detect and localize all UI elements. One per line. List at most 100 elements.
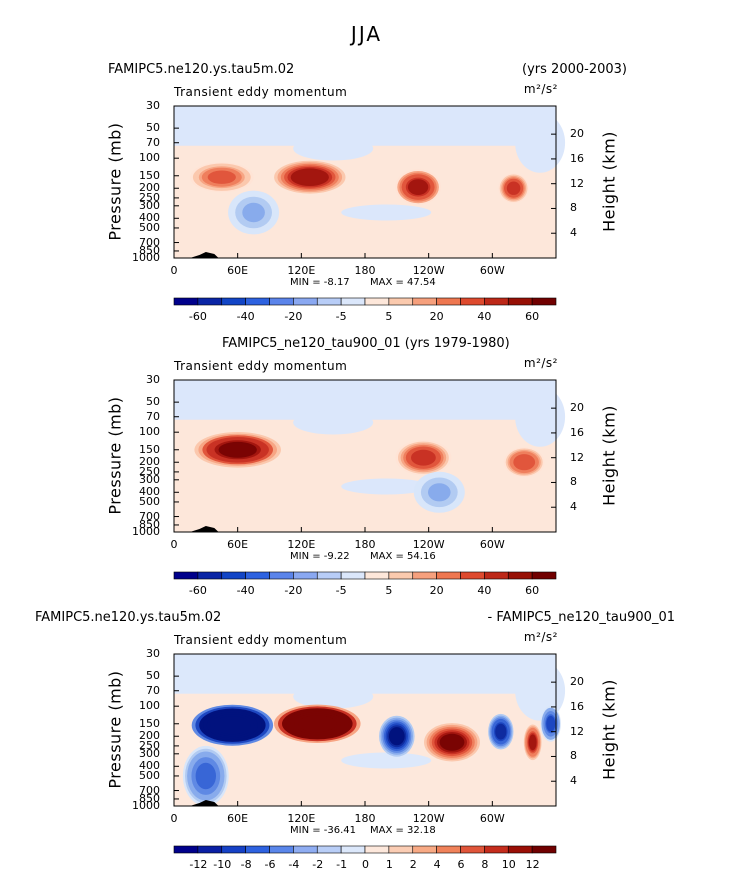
y-axis-label: Pressure (mb): [105, 122, 125, 241]
field-region: [515, 386, 566, 447]
lon-tick-label: 120W: [412, 264, 445, 277]
colorbar-swatch: [173, 571, 199, 580]
lon-tick-label: 180: [354, 538, 376, 551]
pressure-tick-label: 150: [139, 442, 160, 456]
pressure-tick-label: 200: [139, 729, 160, 743]
pressure-tick-label: 30: [146, 99, 160, 112]
panel-subtitle: Transient eddy momentum: [174, 85, 348, 99]
colorbar-swatch: [436, 297, 461, 306]
colorbar-swatch: [269, 297, 294, 306]
pressure-tick-label: 150: [139, 168, 160, 182]
topography: [189, 800, 219, 806]
pressure-tick-label: 300: [139, 198, 160, 212]
height-tick-label: 4: [570, 226, 577, 240]
colorbar-swatch: [269, 845, 294, 854]
contour-feature: [506, 181, 521, 195]
panel-title-left: FAMIPC5.ne120.ys.tau5m.02: [35, 610, 222, 625]
height-tick-label: 16: [570, 425, 584, 439]
height-tick-label: 4: [570, 774, 577, 788]
colorbar-label: -2: [312, 858, 324, 871]
field-upper-band: [174, 654, 556, 694]
panel-subtitle: Transient eddy momentum: [174, 633, 348, 647]
colorbar-label: 4: [433, 858, 441, 871]
pressure-tick-label: 70: [146, 409, 160, 423]
colorbar-swatch: [364, 845, 390, 854]
colorbar-label: -20: [284, 584, 303, 597]
colorbar-swatch: [245, 571, 270, 580]
pressure-tick-label: 300: [139, 746, 160, 760]
colorbar-swatch: [531, 297, 557, 306]
height-tick-label: 20: [570, 401, 584, 415]
colorbar-label: -5: [335, 310, 347, 323]
colorbar-label: 20: [429, 584, 444, 597]
lon-tick-label: 60E: [227, 264, 249, 277]
pressure-tick-label: 200: [139, 455, 160, 469]
contour-feature: [388, 727, 405, 746]
colorbar-swatch: [173, 297, 199, 306]
panel-title-right: - FAMIPC5_ne120_tau900_01: [487, 610, 675, 625]
contour-feature: [214, 716, 251, 735]
colorbar-swatch: [484, 297, 509, 306]
colorbar-swatch: [269, 571, 294, 580]
colorbar-swatch: [507, 571, 533, 580]
pressure-tick-label: 850: [139, 243, 160, 257]
colorbar-label: -10: [213, 858, 232, 871]
y-axis-label: Pressure (mb): [105, 396, 125, 515]
colorbar-swatch: [293, 297, 318, 306]
colorbar-swatch: [221, 571, 246, 580]
y-axis-label: Pressure (mb): [105, 670, 125, 789]
colorbar-label: 60: [525, 310, 540, 323]
lon-tick-label: 0: [170, 264, 178, 277]
units-label: m²/s²: [523, 630, 558, 644]
colorbar-swatch: [173, 845, 199, 854]
field-region: [293, 410, 374, 435]
colorbar-label: 20: [429, 310, 444, 323]
colorbar-swatch: [316, 297, 342, 306]
height-tick-label: 12: [570, 176, 584, 190]
field-region: [293, 684, 374, 709]
min-label: MIN = -36.41: [290, 825, 357, 836]
pressure-tick-label: 200: [139, 181, 160, 195]
pressure-tick-label: 250: [139, 190, 160, 204]
colorbar-swatch: [436, 845, 461, 854]
colorbar-swatch: [388, 845, 414, 854]
contour-feature: [439, 733, 465, 751]
panel-title-left: FAMIPC5.ne120.ys.tau5m.02: [108, 62, 295, 77]
topography: [189, 252, 219, 258]
colorbar-swatch: [197, 571, 223, 580]
units-label: m²/s²: [523, 356, 558, 370]
colorbar-swatch: [316, 845, 342, 854]
colorbar-label: 40: [477, 310, 492, 323]
pressure-tick-label: 700: [139, 783, 160, 797]
height-tick-label: 12: [570, 724, 584, 738]
colorbar-label: 1: [385, 858, 393, 871]
max-label: MAX = 47.54: [370, 277, 436, 288]
pressure-tick-label: 700: [139, 509, 160, 523]
contour-feature: [207, 170, 236, 184]
field-region: [341, 752, 432, 769]
pressure-tick-label: 100: [139, 425, 160, 439]
colorbar-label: -5: [335, 584, 347, 597]
contour-feature: [298, 715, 337, 733]
field-region: [341, 478, 432, 495]
colorbar-swatch: [340, 571, 366, 580]
colorbar-label: 8: [481, 858, 489, 871]
colorbar-swatch: [340, 845, 366, 854]
y-axis-right-label: Height (km): [599, 405, 619, 506]
panel-title-left: FAMIPC5_ne120_tau900_01 (yrs 1979-1980): [222, 336, 510, 351]
colorbar-label: -6: [264, 858, 276, 871]
colorbar-label: -40: [236, 310, 255, 323]
lon-tick-label: 180: [354, 812, 376, 825]
height-tick-label: 20: [570, 675, 584, 689]
colorbar-swatch: [245, 845, 270, 854]
pressure-tick-label: 150: [139, 716, 160, 730]
colorbar-swatch: [412, 571, 437, 580]
colorbar-swatch: [316, 571, 342, 580]
field-region: [293, 136, 374, 161]
contour-feature: [218, 441, 257, 458]
field-region: [515, 660, 566, 721]
colorbar-swatch: [436, 571, 461, 580]
height-tick-label: 16: [570, 699, 584, 713]
pressure-tick-label: 1000: [132, 251, 160, 264]
contour-feature: [528, 734, 537, 751]
